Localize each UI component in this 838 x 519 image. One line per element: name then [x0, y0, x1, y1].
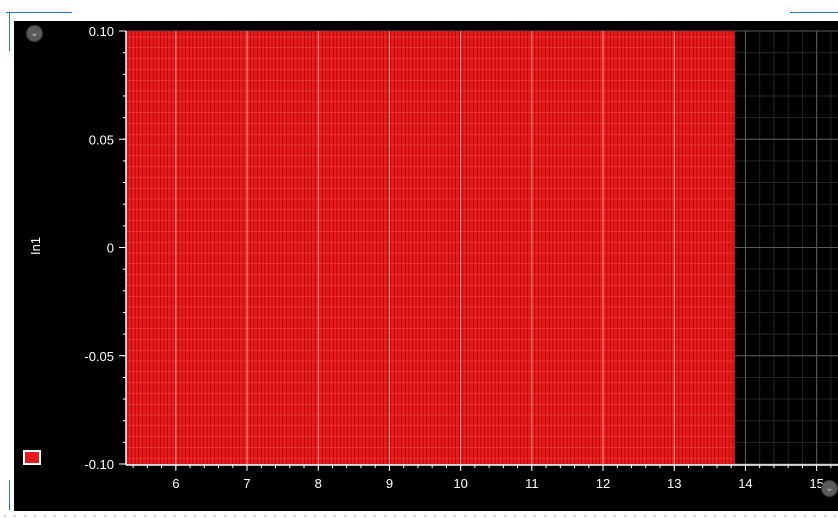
y-axis-label: In1: [28, 237, 43, 255]
x-tick-label: 9: [386, 476, 393, 491]
chevron-down-icon: ⌄: [825, 482, 834, 494]
scope-panel: 6 7 8 9 10 11 12 13 14 15 0.10 0.05 0 -0.05 -0.10 In1 …: [14, 21, 838, 511]
frame-corner-bottom-left: [9, 480, 10, 510]
y-tick-label: -0.05: [84, 349, 114, 364]
scope-plot: 6 7 8 9 10 11 12 13 14 15 0.10 0.05 0 -0.05 -0.10 In1: [28, 24, 838, 491]
collapse-top-button[interactable]: ⌄: [26, 25, 43, 42]
x-tick-label: 13: [667, 476, 681, 491]
x-tick-label: 15: [809, 476, 823, 491]
collapse-bottom-button[interactable]: ⌄: [821, 480, 838, 497]
series-in1-samples: [126, 31, 735, 464]
tick-label-layer: 6 7 8 9 10 11 12 13 14 15 0.10 0.05 0 -0.05 -0.10: [84, 24, 824, 491]
x-tick-label: 7: [243, 476, 250, 491]
frame-corner-top-left: [6, 12, 72, 13]
frame-corner-top-right: [790, 12, 838, 13]
x-tick-label: 6: [172, 476, 179, 491]
bottom-dotted-border: [0, 513, 838, 519]
series-layer: [126, 31, 735, 464]
x-tick-label: 10: [453, 476, 467, 491]
axis-layer: [119, 30, 838, 471]
x-tick-label: 12: [596, 476, 610, 491]
y-tick-label: 0.05: [89, 132, 114, 147]
chevron-down-icon: ⌄: [30, 27, 39, 39]
legend-swatch-in1[interactable]: [23, 450, 41, 465]
x-tick-label: 8: [315, 476, 322, 491]
y-tick-label: -0.10: [84, 457, 114, 472]
frame-corner-left: [9, 13, 10, 51]
y-tick-label: 0.10: [89, 24, 114, 39]
y-tick-label: 0: [107, 241, 114, 256]
x-tick-label: 11: [525, 476, 539, 491]
x-tick-label: 14: [738, 476, 752, 491]
